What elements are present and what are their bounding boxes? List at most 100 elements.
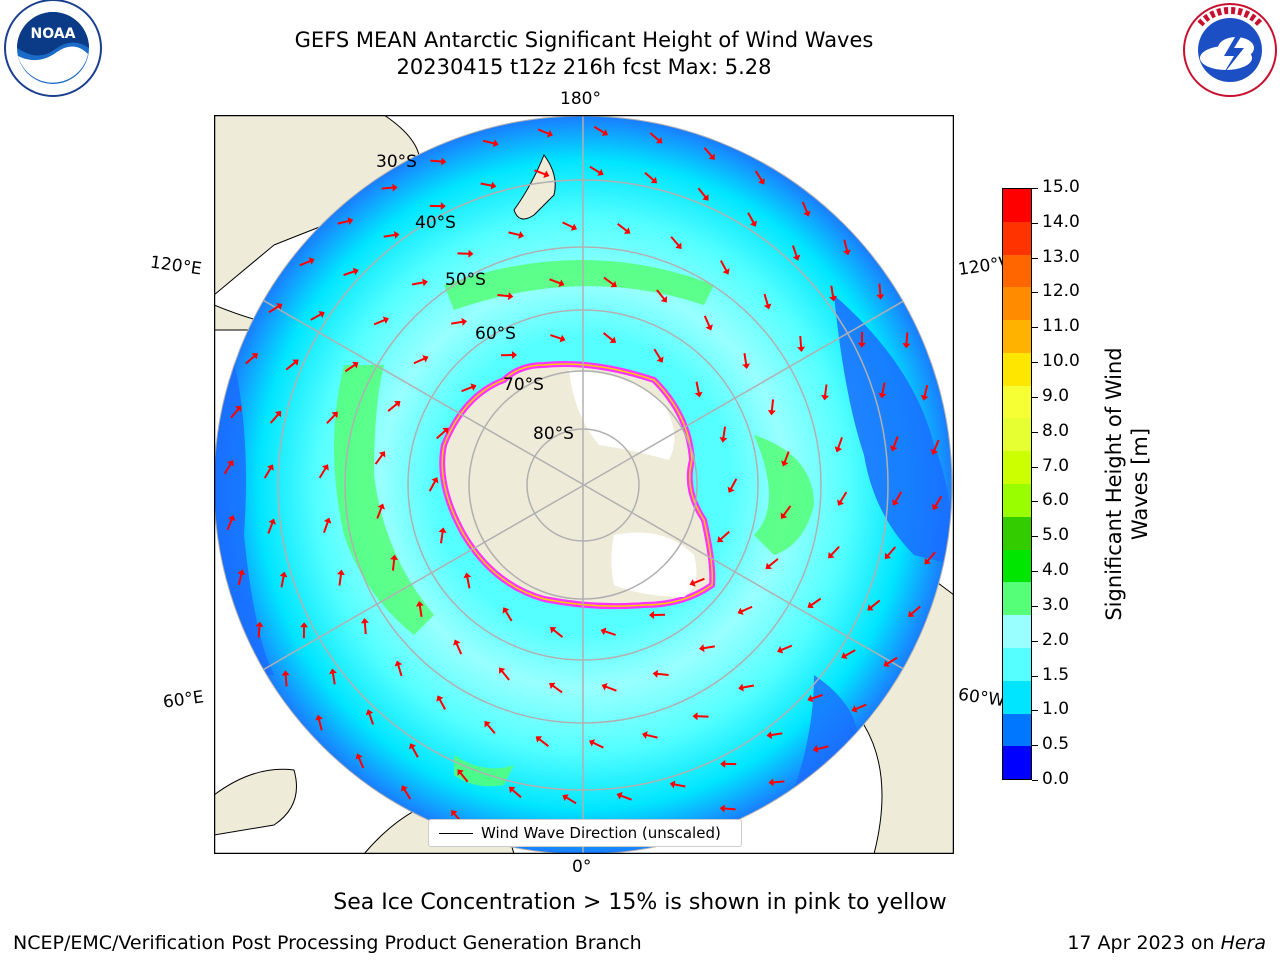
wave-direction-arrow <box>285 359 299 371</box>
wave-direction-arrow <box>428 477 439 492</box>
wave-direction-arrow <box>508 231 525 239</box>
wave-direction-arrow <box>689 577 705 587</box>
colorbar-tick-label: 7.0 <box>1042 455 1070 476</box>
colorbar-segment <box>1003 254 1031 288</box>
wave-direction-arrow <box>857 331 866 348</box>
wave-direction-arrow <box>415 601 424 617</box>
wave-direction-arrow <box>300 622 309 639</box>
wave-direction-arrow <box>649 610 666 619</box>
wave-direction-arrow <box>451 317 467 326</box>
wave-direction-arrow <box>742 353 751 369</box>
wave-direction-arrow <box>461 383 477 393</box>
wave-direction-arrow <box>841 649 856 659</box>
colorbar-tick-label: 0.0 <box>1042 769 1070 789</box>
wave-direction-arrow <box>763 293 772 310</box>
wave-direction-arrow <box>644 171 658 184</box>
colorbar-segment <box>1003 549 1031 583</box>
wave-direction-arrow <box>930 439 940 455</box>
colorbar-tick-label: 8.0 <box>1042 420 1070 441</box>
colorbar-tick-mark <box>1032 710 1038 712</box>
colorbar-tick-mark <box>1032 257 1038 259</box>
wave-direction-arrow <box>719 426 728 443</box>
colorbar-segment <box>1003 418 1031 452</box>
wave-direction-arrow <box>376 503 385 519</box>
wave-direction-arrow <box>920 384 929 401</box>
colorbar-segment <box>1003 385 1031 419</box>
wave-direction-arrow <box>791 245 801 261</box>
chart-title: GEFS MEAN Antarctic Significant Height o… <box>294 28 874 52</box>
nws-logo <box>1183 3 1277 97</box>
wave-direction-arrow <box>829 285 837 302</box>
wave-direction-arrow <box>438 527 447 544</box>
wave-direction-arrow <box>315 714 323 731</box>
wind-wave-arrows <box>223 125 943 845</box>
wave-direction-arrow <box>534 169 550 178</box>
colorbar-segment <box>1003 615 1031 648</box>
colorbar-segment <box>1003 746 1031 780</box>
wave-direction-arrow <box>430 157 447 166</box>
wave-direction-arrow <box>245 353 258 365</box>
colorbar-label: Significant Height of Wind Waves [m] <box>1102 347 1152 621</box>
colorbar-tick-label: 6.0 <box>1042 490 1070 511</box>
footer-host: Hera <box>1220 932 1266 954</box>
lat-label-60s: 60°S <box>475 324 516 344</box>
wave-direction-arrow <box>812 745 829 753</box>
wave-direction-arrow <box>719 260 730 275</box>
low-wave-region-west <box>214 295 274 675</box>
wave-direction-arrow <box>230 405 242 419</box>
wave-direction-arrow <box>697 187 709 201</box>
wave-direction-arrow <box>429 202 446 211</box>
wave-direction-arrow <box>411 278 428 287</box>
lon-label-upper-left: 120°E <box>148 252 203 280</box>
wave-direction-arrow <box>694 381 703 398</box>
colorbar-tick-mark <box>1032 396 1038 398</box>
wave-direction-arrow <box>720 759 737 768</box>
colorbar-tick-mark <box>1032 362 1038 364</box>
colorbar-segment <box>1003 352 1031 386</box>
wave-direction-arrow <box>747 212 757 227</box>
wave-direction-arrow <box>549 682 563 694</box>
wave-direction-arrow <box>878 382 887 399</box>
wave-direction-arrow <box>343 267 359 277</box>
wave-direction-arrow <box>480 181 497 190</box>
wave-direction-arrow <box>374 451 386 465</box>
colorbar-segment <box>1003 713 1031 747</box>
wave-direction-arrow <box>807 597 822 609</box>
wave-direction-arrow <box>616 792 632 801</box>
colorbar-tick-label: 10.0 <box>1042 351 1080 372</box>
wave-direction-arrow <box>883 656 898 667</box>
wave-direction-arrow <box>670 236 682 249</box>
map-panel <box>214 115 954 854</box>
lat-label-80s: 80°S <box>533 424 574 444</box>
lon-label-lower-right: 60°W <box>956 684 1007 712</box>
chart-subtitle: 20230415 t12z 216h fcst Max: 5.28 <box>396 55 772 79</box>
map-frame <box>214 115 954 854</box>
wave-direction-arrow <box>387 401 401 412</box>
wave-direction-arrow <box>436 427 449 440</box>
lat-label-30s: 30°S <box>376 152 417 172</box>
colorbar-segment <box>1003 582 1031 616</box>
colorbar-tick-label: 11.0 <box>1042 316 1080 337</box>
wave-direction-arrow <box>537 128 553 138</box>
colorbar-tick-mark <box>1032 431 1038 433</box>
colorbar-tick-label: 1.0 <box>1042 699 1070 720</box>
sea-ice-edge <box>441 363 714 607</box>
wave-direction-arrow <box>562 794 577 805</box>
wave-direction-arrow <box>589 165 604 176</box>
colorbar-tick-label: 13.0 <box>1042 246 1080 267</box>
wave-direction-arrow <box>767 399 776 416</box>
wave-direction-arrow <box>323 517 332 534</box>
wave-direction-arrow <box>463 572 472 589</box>
wave-direction-arrow <box>801 201 811 217</box>
wave-direction-arrow <box>588 739 604 749</box>
colorbar-segment <box>1003 320 1031 353</box>
colorbar-tick-mark <box>1032 292 1038 294</box>
wave-direction-arrow <box>365 709 375 725</box>
wave-direction-arrow <box>719 804 736 813</box>
lat-label-50s: 50°S <box>445 270 486 290</box>
meridians <box>214 116 952 854</box>
wave-direction-arrow <box>703 315 713 331</box>
wave-direction-arrow <box>600 627 616 636</box>
wave-direction-arrow <box>484 721 496 734</box>
wave-direction-arrow <box>843 239 851 256</box>
